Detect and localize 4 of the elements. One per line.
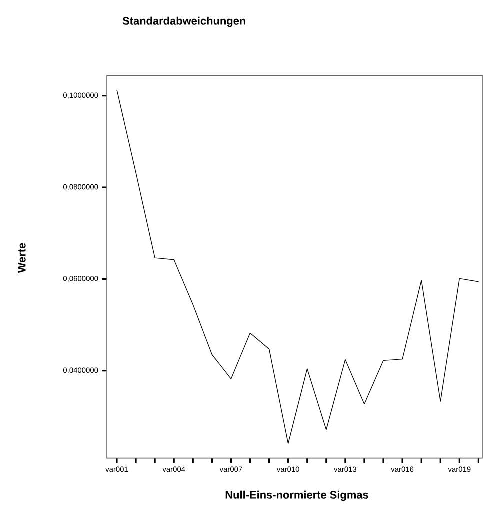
x-axis-title: Null-Eins-normierte Sigmas: [226, 490, 368, 502]
y-axis-title: Werte: [18, 243, 26, 274]
chart-title: Standardabweichungen: [122, 16, 246, 28]
line-series: [116, 90, 480, 444]
